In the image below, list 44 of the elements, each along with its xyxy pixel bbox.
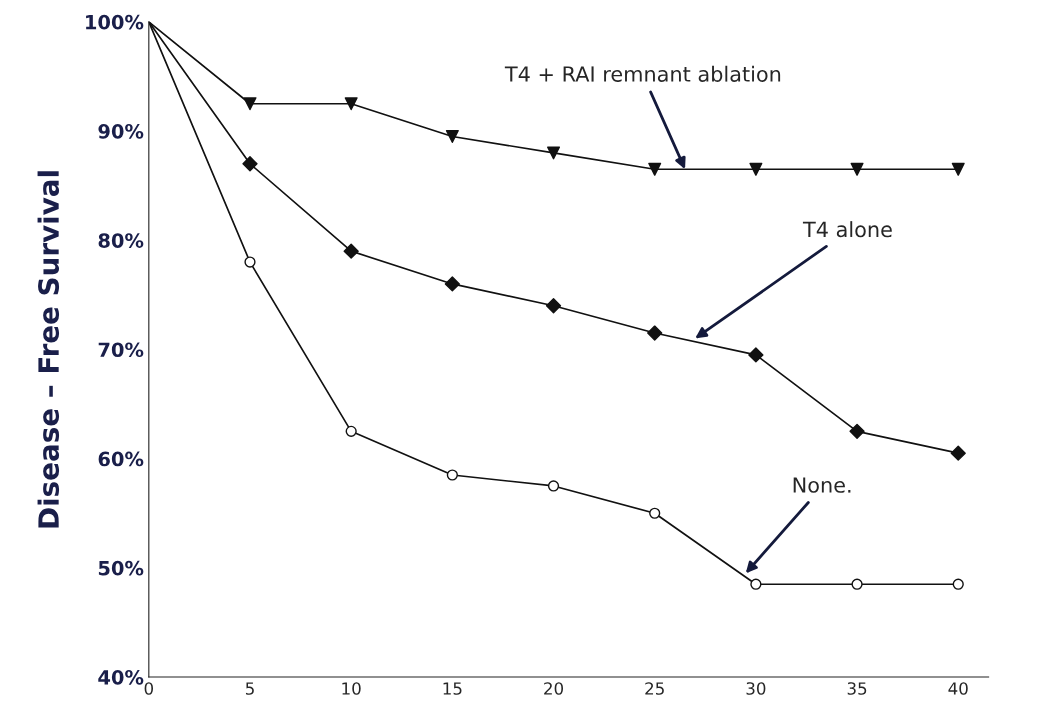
- point: [343, 243, 359, 259]
- point: [950, 445, 966, 461]
- y-tick-label: 80%: [98, 233, 144, 248]
- annotation: T4 + RAI remnant ablation: [504, 65, 781, 82]
- x-tick-label: 25: [645, 682, 664, 695]
- y-tick-label: 100%: [86, 14, 144, 30]
- point: [244, 256, 256, 268]
- annotation: T4 alone: [802, 221, 892, 238]
- x-tick-label: 0: [144, 682, 154, 695]
- point: [851, 578, 863, 590]
- point: [748, 347, 764, 363]
- y-axis-title: Disease – Free Survival: [37, 171, 60, 528]
- point: [850, 162, 864, 176]
- point: [243, 97, 257, 111]
- x-tick-label: 30: [746, 682, 766, 695]
- point: [647, 325, 663, 341]
- y-tick-label: 60%: [98, 451, 144, 467]
- point: [749, 162, 763, 176]
- point: [545, 298, 562, 314]
- point: [952, 578, 964, 590]
- point: [648, 162, 662, 176]
- x-tick-label: 10: [342, 682, 361, 695]
- x-tick-label: 15: [443, 682, 462, 695]
- point: [849, 423, 865, 439]
- point: [444, 276, 460, 292]
- y-tick-label: 90%: [98, 124, 144, 139]
- point: [344, 97, 358, 111]
- x-tick-label: 20: [544, 682, 564, 695]
- y-tick-label: 50%: [98, 560, 144, 576]
- annotation: None.: [793, 477, 851, 493]
- point: [951, 162, 965, 176]
- x-tick-label: 40: [948, 682, 968, 695]
- x-tick-label: 35: [847, 682, 867, 695]
- point: [547, 480, 560, 492]
- y-tick-label: 40%: [98, 670, 144, 685]
- x-tick-label: 5: [245, 682, 254, 695]
- point: [547, 146, 561, 160]
- point: [446, 469, 458, 481]
- point: [345, 425, 357, 437]
- point: [445, 129, 459, 144]
- y-tick-label: 70%: [98, 342, 144, 358]
- point: [750, 578, 762, 590]
- point: [242, 156, 258, 172]
- point: [649, 507, 661, 519]
